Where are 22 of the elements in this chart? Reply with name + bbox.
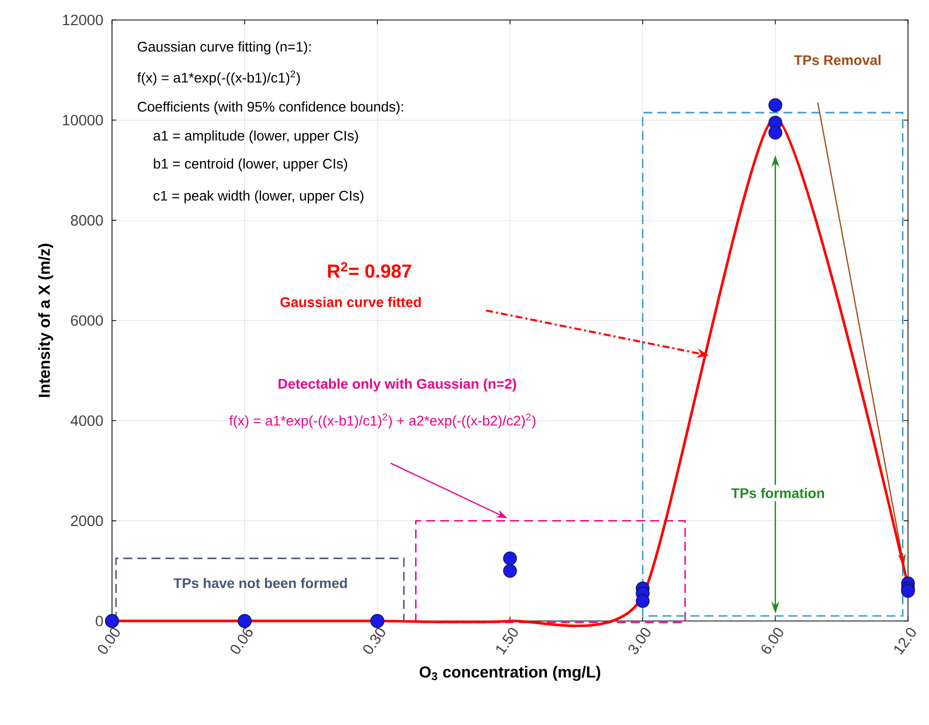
- y-tick-label: 12000: [63, 14, 103, 26]
- annotation: Gaussian curve fitting (n=1):: [138, 41, 311, 54]
- annotation: f(x) = a1*exp(-((x-b1)/c1)$^{2}$) + a2*exp(-((x-b2)/c2)$^{2}$): [229, 413, 536, 428]
- y-tick-label: 6000: [71, 315, 103, 326]
- y-tick-label: 0: [96, 616, 103, 626]
- y-tick-label: 2000: [70, 516, 103, 526]
- y-axis-title: Intensity of a X (m/z): [38, 244, 54, 397]
- annotation: Coefficients (with 95% confidence bounds):: [138, 101, 403, 114]
- y-tick-label: 8000: [70, 215, 103, 226]
- annotation: TPs Removal: [794, 54, 880, 66]
- y-tick-label: 4000: [70, 415, 103, 426]
- annotation: Gaussian curve fitted: [280, 296, 421, 308]
- annotation: b1 = centroid (lower, upper CIs): [154, 158, 348, 172]
- annotation: f(x) = a1*exp(-((x-b1)/c1)$^{2}$): [137, 70, 300, 86]
- annotation: R$^{2}$= 0.987: [328, 262, 412, 278]
- annotation: Detectable only with Gaussian (n=2): [278, 378, 516, 392]
- annotation: c1 = peak width (lower, upper CIs): [154, 190, 364, 204]
- annotation: TPs have not been formed: [174, 578, 347, 588]
- x-axis-title: O$_{3}$ concentration (mg/L): [420, 666, 600, 681]
- annotation: TPs formation: [731, 488, 824, 498]
- y-tick-label: 10000: [63, 114, 103, 126]
- annotation: a1 = amplitude (lower, upper CIs): [154, 130, 358, 144]
